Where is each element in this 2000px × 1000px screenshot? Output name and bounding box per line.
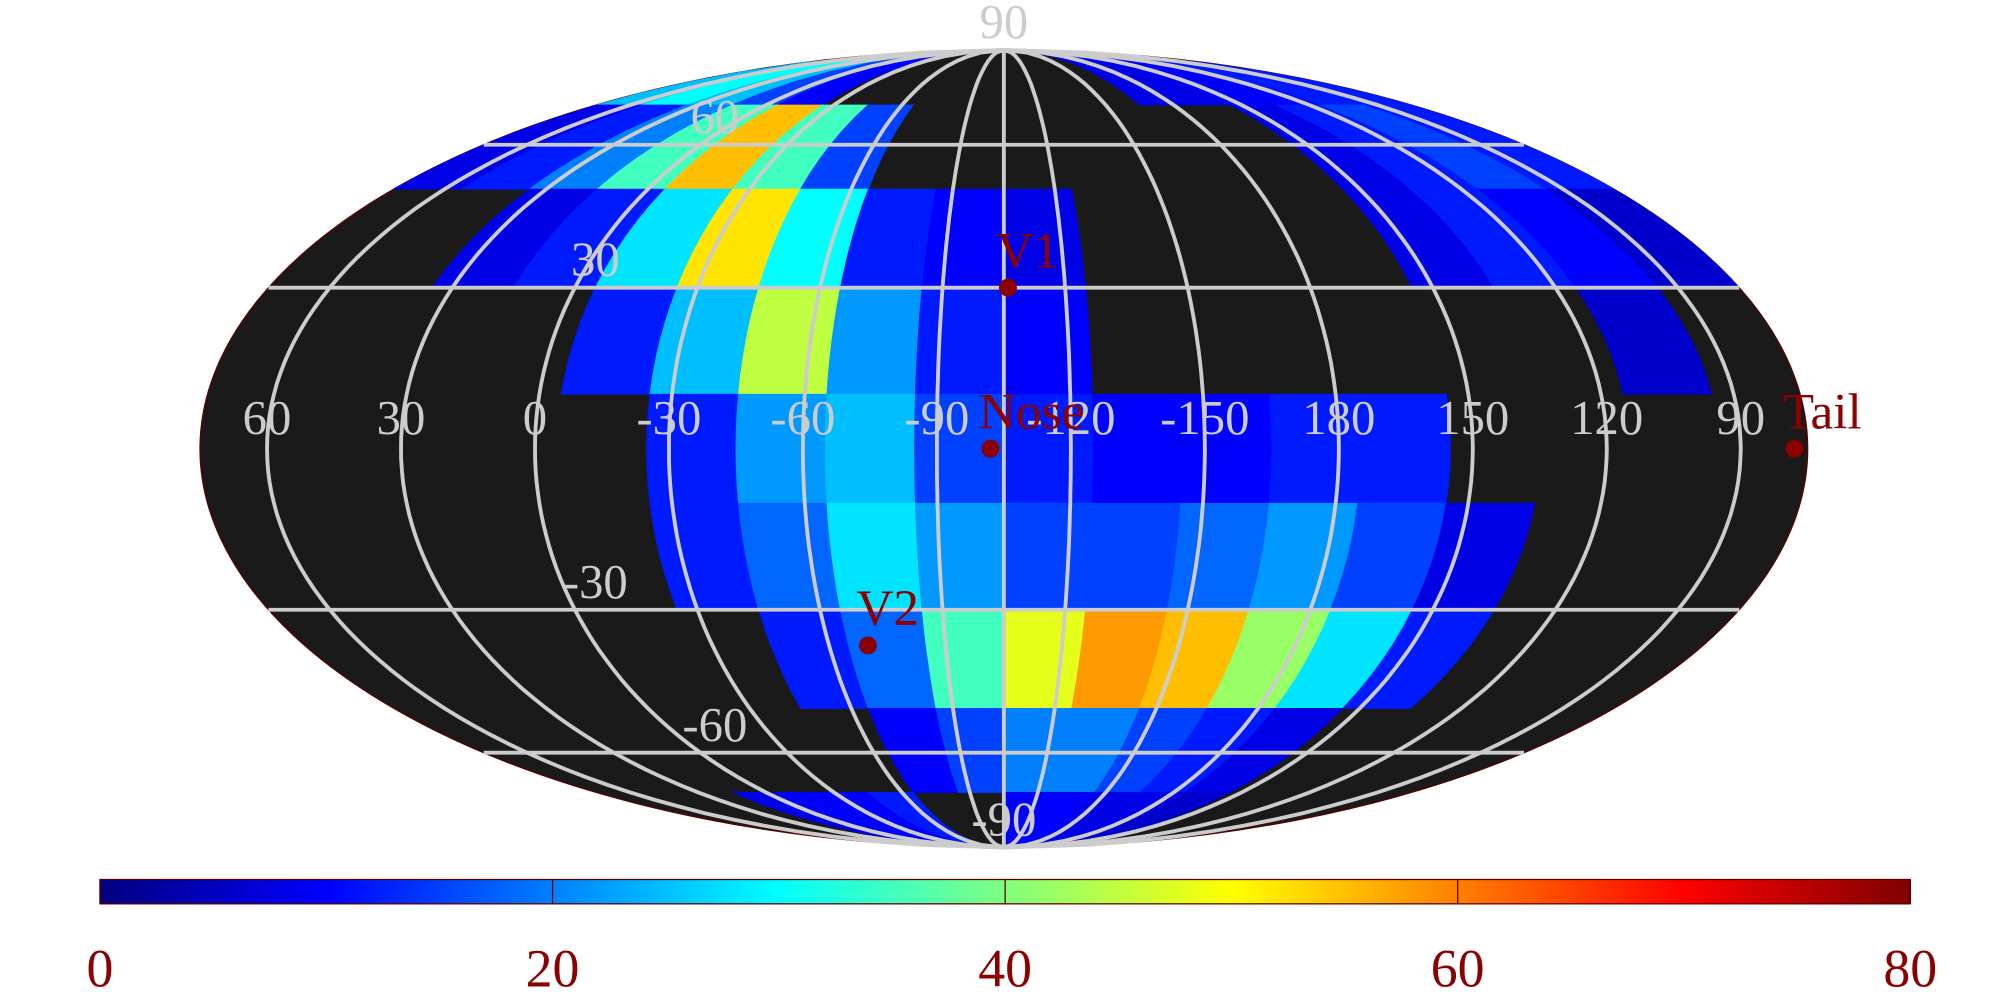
heatmap-cell — [1003, 502, 1093, 611]
labels: 60 30 0 -30 -60 -90 -120 -150 180 150 120 90 90 60 30 -… — [243, 0, 1862, 847]
lon-tick-label: 90 — [1716, 391, 1765, 445]
lon-tick-label: 0 — [523, 391, 547, 445]
heatmap-cell — [866, 792, 1004, 848]
marker-label: Tail — [1783, 383, 1862, 440]
lat-tick-label: -90 — [971, 793, 1036, 847]
lon-tick-label: -90 — [904, 391, 969, 445]
heatmap-cell — [921, 188, 1005, 289]
marker — [981, 439, 1000, 458]
heatmap-cell — [1003, 792, 1231, 848]
lon-tick-label: -150 — [1160, 391, 1249, 445]
heatmap-cell — [826, 287, 923, 395]
marker — [998, 278, 1017, 297]
colorbar-tick-label: 0 — [87, 939, 114, 999]
lon-tick-label: -120 — [1026, 391, 1115, 445]
heatmap-cell — [824, 393, 916, 504]
lon-tick-label: 150 — [1436, 391, 1509, 445]
colorbar-tick-label: 80 — [1883, 939, 1937, 999]
heatmap-cell — [1085, 502, 1182, 611]
lon-tick-label: -60 — [770, 391, 835, 445]
lat-tick-label: 30 — [571, 233, 620, 287]
marker — [858, 636, 877, 655]
heatmap-cell — [914, 502, 1005, 611]
marker-label: V2 — [856, 580, 919, 637]
lat-tick-label: 90 — [979, 0, 1028, 49]
lon-tick-label: 30 — [377, 391, 426, 445]
marker-label: Nose — [979, 383, 1084, 440]
heatmap-cell — [1003, 609, 1086, 709]
heatmap-cell — [1003, 287, 1093, 395]
colorbar-tick-label: 60 — [1431, 939, 1485, 999]
marker — [1785, 439, 1804, 458]
lon-tick-label: -30 — [636, 391, 701, 445]
heatmap-cell — [914, 287, 1005, 395]
lat-tick-label: -30 — [563, 555, 628, 609]
lon-tick-label: 180 — [1302, 391, 1375, 445]
heatmap-cell — [921, 609, 1005, 709]
colorbar-tick-label: 20 — [526, 939, 580, 999]
lat-tick-label: 60 — [691, 90, 740, 144]
lon-tick-label: 60 — [243, 391, 292, 445]
lon-tick-label: 120 — [1570, 391, 1643, 445]
marker-label: V1 — [996, 222, 1059, 279]
lat-tick-label: -60 — [682, 698, 747, 752]
colorbar-tick-label: 40 — [978, 939, 1032, 999]
